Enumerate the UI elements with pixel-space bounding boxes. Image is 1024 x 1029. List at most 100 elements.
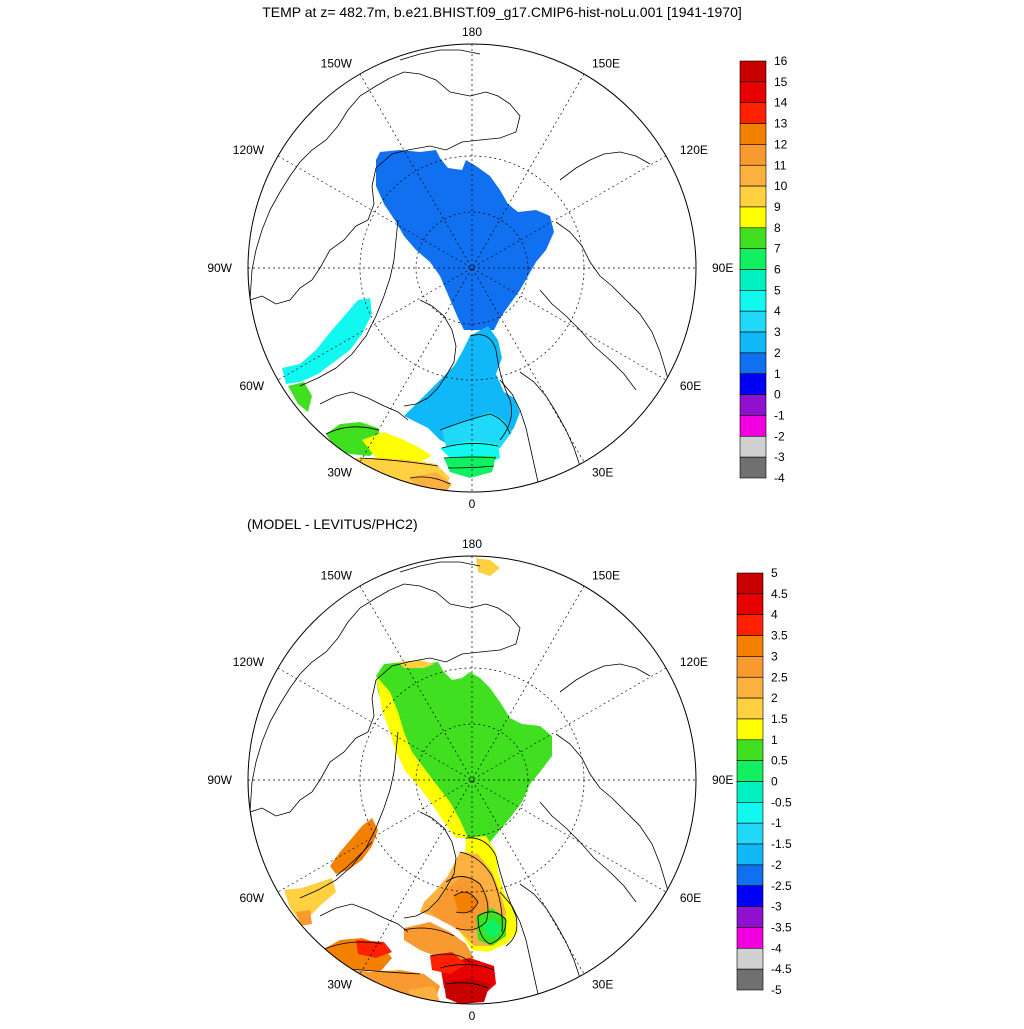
top-colorbar-label-14: 2	[774, 346, 781, 360]
graticule-top	[248, 44, 696, 492]
longitude-labels-top: 180 150E 120E 90E 60E 30E 0 30W 60W 90W 120W 150W	[207, 25, 733, 511]
bottom-colorbar-label-4: 3	[771, 649, 778, 663]
bottom-colorbar-box-0	[736, 572, 764, 595]
bottom-colorbar-label-9: 0.5	[771, 754, 788, 768]
model-minus-levitus-panel: 180 150E 120E 90E 60E 30E 0 30W 60W 90W 120W 150W 5…	[0, 512, 1024, 1024]
bottom-colorbar-label-12: -1	[771, 816, 782, 830]
bottom-colorbar-label-11: -0.5	[771, 795, 792, 809]
top-colorbar-box-3	[739, 123, 767, 145]
top-colorbar-box-13	[739, 331, 767, 354]
bottom-colorbar-box-19	[736, 968, 764, 991]
bottom-colorbar-box-18	[736, 947, 764, 970]
bottom-lon-label-5: 30E	[592, 977, 613, 991]
top-colorbar-label-7: 9	[774, 200, 781, 214]
arctic-rim-yellow	[376, 676, 468, 838]
top-colorbar-label-1: 15	[774, 75, 788, 89]
bottom-lon-label-7: 30W	[327, 977, 352, 991]
top-colorbar-label-18: -2	[774, 429, 785, 443]
contour-lines-top	[325, 334, 513, 485]
bottom-colorbar-box-5	[736, 676, 764, 699]
top-colorbar-label-16: 0	[774, 388, 781, 402]
top-colorbar-label-3: 13	[774, 117, 788, 131]
bottom-colorbar-box-15	[736, 885, 764, 907]
difference-map: 180 150E 120E 90E 60E 30E 0 30W 60W 90W 120W 150W 5…	[207, 537, 792, 1023]
top-colorbar-box-6	[739, 185, 767, 208]
arctic-basin-anomaly	[376, 662, 552, 844]
bottom-colorbar-box-8	[736, 739, 764, 761]
bottom-colorbar-label-3: 3.5	[771, 629, 788, 643]
top-lon-label-7: 30W	[327, 465, 352, 479]
top-colorbar-box-5	[739, 164, 767, 187]
norwegian-sea-green-band	[444, 456, 496, 478]
bottom-colorbar-label-19: -4.5	[771, 962, 792, 976]
top-colorbar-box-14	[739, 352, 767, 375]
top-colorbar-box-4	[739, 144, 767, 166]
north-sea-red	[430, 952, 466, 974]
top-colorbar-label-15: 1	[774, 367, 781, 381]
top-lon-label-9: 90W	[207, 261, 232, 275]
bottom-colorbar-label-17: -3.5	[771, 920, 792, 934]
top-colorbar-box-7	[739, 206, 767, 229]
bottom-colorbar-box-7	[736, 718, 764, 741]
top-colorbar-label-12: 4	[774, 304, 781, 318]
bottom-colorbar-box-14	[736, 864, 764, 887]
baffin-bay-anomaly	[330, 818, 378, 874]
bottom-colorbar-box-16	[736, 906, 764, 928]
bottom-colorbar-label-20: -5	[771, 983, 782, 997]
bottom-colorbar-box-12	[736, 822, 764, 845]
top-colorbar-label-6: 10	[774, 179, 788, 193]
nordic-orange-wedge	[404, 922, 474, 964]
colorbar-bottom: 5 4.5 4 3.5 3 2.5 2 1.5 1 0.5 0 -0.5 -1 -1.5 -2 -2.5 -3 -…	[736, 566, 792, 997]
top-colorbar-label-10: 6	[774, 263, 781, 277]
bottom-colorbar-label-18: -4	[771, 941, 782, 955]
top-colorbar-box-9	[739, 248, 767, 270]
top-colorbar-label-11: 5	[774, 283, 781, 297]
top-colorbar-label-13: 3	[774, 325, 781, 339]
top-colorbar-box-19	[739, 456, 767, 479]
top-colorbar-label-5: 11	[774, 158, 787, 172]
map-field-top	[248, 44, 696, 492]
top-lon-label-3: 90E	[712, 261, 733, 275]
top-lon-label-8: 60W	[239, 379, 264, 393]
bottom-lon-label-11: 150W	[321, 569, 353, 583]
bottom-lon-label-6: 0	[469, 1009, 476, 1023]
bottom-colorbar-box-11	[736, 802, 764, 824]
bottom-colorbar-box-9	[736, 760, 764, 782]
bottom-colorbar-box-13	[736, 843, 764, 866]
bottom-colorbar-label-10: 0	[771, 775, 778, 789]
top-colorbar-box-1	[739, 81, 767, 103]
bottom-colorbar-box-2	[736, 614, 764, 636]
bottom-colorbar-label-8: 1	[771, 733, 778, 747]
top-lon-label-4: 60E	[680, 379, 701, 393]
bottom-colorbar-box-3	[736, 635, 764, 657]
bottom-colorbar-label-7: 1.5	[771, 712, 788, 726]
model-temperature-panel: 180 150E 120E 90E 60E 30E 0 30W 60W 90W 120W 150W 1…	[0, 0, 1024, 512]
arctic-basin-field	[376, 150, 554, 330]
bottom-colorbar-label-2: 4	[771, 608, 778, 622]
top-colorbar-box-17	[739, 415, 767, 437]
graticule-bottom	[248, 556, 696, 1004]
top-colorbar-label-8: 8	[774, 221, 781, 235]
labrador-sea-orange-spot	[296, 910, 312, 926]
top-colorbar-label-4: 12	[774, 137, 788, 151]
top-colorbar-box-12	[739, 310, 767, 333]
bottom-colorbar-box-4	[736, 656, 764, 678]
north-atlantic-red	[356, 940, 392, 958]
top-colorbar-label-2: 14	[774, 96, 788, 110]
longitude-labels-bottom: 180 150E 120E 90E 60E 30E 0 30W 60W 90W 120W 150W	[207, 537, 733, 1023]
bottom-lon-label-2: 120E	[680, 655, 708, 669]
bottom-lon-label-10: 120W	[233, 655, 265, 669]
top-lon-label-10: 120W	[233, 143, 265, 157]
bottom-colorbar-label-0: 5	[771, 566, 778, 580]
top-lon-label-0: 180	[462, 25, 482, 39]
map-boundary-bottom	[247, 555, 697, 1005]
bottom-colorbar-label-13: -1.5	[771, 837, 792, 851]
bering-strait-anomaly	[476, 558, 500, 576]
top-lon-label-6: 0	[469, 497, 476, 511]
bottom-colorbar-label-15: -2.5	[771, 879, 792, 893]
norwegian-sea-cooler-spot	[482, 918, 502, 938]
bottom-lon-label-0: 180	[462, 537, 482, 551]
bottom-colorbar-label-14: -2	[771, 858, 782, 872]
